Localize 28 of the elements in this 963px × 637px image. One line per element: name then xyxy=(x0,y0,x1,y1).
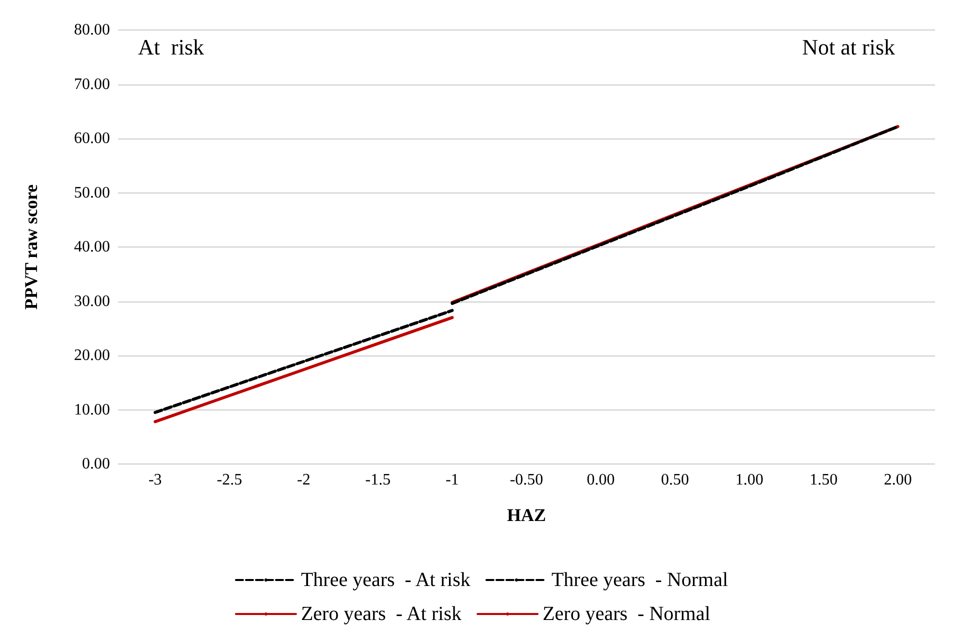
y-tick-label: 70.00 xyxy=(74,76,110,93)
x-tick-label: 2.00 xyxy=(884,472,912,488)
y-tick-label: 0.00 xyxy=(82,456,110,472)
x-tick-label: -0.50 xyxy=(510,472,544,488)
y-axis-title: PPVT raw score xyxy=(21,184,41,310)
y-tick-label: 50.00 xyxy=(74,184,110,202)
legend-label: Three years - Normal xyxy=(551,569,728,591)
legend-label: Three years - At risk xyxy=(300,569,470,591)
y-tick-label: 60.00 xyxy=(74,130,110,147)
x-tick-label: 0.50 xyxy=(661,472,690,488)
x-axis-title: HAZ xyxy=(506,505,546,525)
y-tick-label: 30.00 xyxy=(74,292,110,310)
legend-label: Zero years - At risk xyxy=(300,603,462,625)
y-tick-label: 10.00 xyxy=(74,401,110,418)
x-tick-label: -1 xyxy=(446,472,459,488)
x-tick-label: -1.5 xyxy=(365,472,391,488)
x-tick-label: 1.00 xyxy=(735,472,764,488)
y-tick-label: 40.00 xyxy=(74,238,110,256)
x-tick-label: -3 xyxy=(148,472,162,488)
x-tick-label: 1.50 xyxy=(810,472,838,488)
y-tick-label: 80.00 xyxy=(74,22,110,38)
x-tick-label: -2 xyxy=(297,472,310,488)
y-tick-label: 20.00 xyxy=(74,347,110,364)
legend-label: Zero years - Normal xyxy=(542,603,711,625)
annotation: Not at risk xyxy=(802,34,896,60)
annotation: At risk xyxy=(138,34,204,60)
x-tick-label: 0.00 xyxy=(586,472,615,488)
x-tick-label: -2.5 xyxy=(216,472,242,488)
